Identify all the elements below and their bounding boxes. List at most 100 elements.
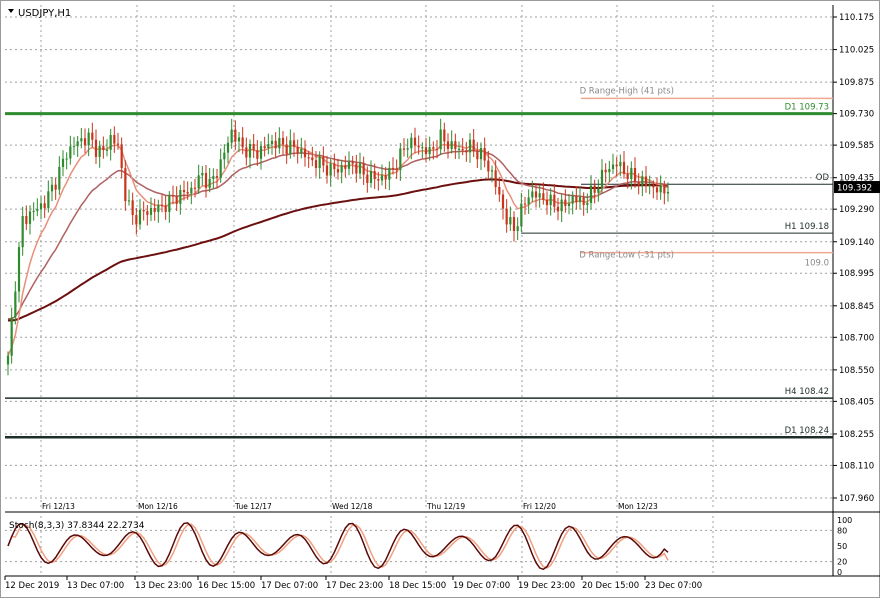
- candle-body: [230, 129, 233, 143]
- candle-body: [215, 176, 219, 178]
- level-label: D Range Low (-31 pts): [579, 251, 674, 261]
- candle-body: [190, 187, 193, 194]
- day-label: Wed 12/18: [332, 502, 373, 511]
- candle-body: [21, 215, 24, 248]
- x-tick-label: 19 Dec 07:00: [453, 581, 510, 591]
- candle-body: [413, 137, 417, 146]
- y-tick-label: 108.110: [839, 461, 874, 471]
- stoch-level-label: 100: [837, 516, 852, 525]
- candle-body: [421, 147, 424, 149]
- candle-body: [637, 182, 640, 186]
- candle-body: [219, 159, 222, 178]
- candle-body: [523, 203, 527, 205]
- candle-body: [285, 144, 288, 155]
- candle-body: [633, 167, 637, 183]
- candle-body: [292, 140, 296, 147]
- candle-body: [487, 160, 490, 172]
- candle-body: [193, 187, 197, 189]
- candle-body: [318, 156, 321, 169]
- day-label: Fri 12/20: [523, 502, 556, 511]
- candle-body: [388, 167, 391, 180]
- candle-body: [17, 247, 21, 292]
- y-tick-label: 108.405: [839, 397, 874, 407]
- candle-body: [201, 173, 204, 176]
- candle-body: [483, 147, 486, 161]
- level-label: H4 108.42: [785, 387, 829, 397]
- candle-body: [509, 217, 512, 225]
- level-label: H1 109.18: [785, 222, 829, 232]
- candle-body: [600, 169, 604, 189]
- candle-body: [43, 203, 46, 209]
- y-tick-label: 108.255: [839, 430, 874, 440]
- candle-body: [208, 178, 211, 188]
- candle-body: [498, 187, 501, 195]
- level-label: D Range High (41 pts): [580, 86, 674, 96]
- candle-body: [351, 161, 354, 164]
- candle-body: [263, 146, 266, 149]
- dropdown-triangle-icon[interactable]: [8, 9, 14, 13]
- symbol-title: USDJPY,H1: [18, 8, 71, 19]
- candle-body: [223, 152, 226, 160]
- candle-body: [234, 129, 237, 142]
- candle-body: [138, 209, 142, 225]
- candle-body: [597, 188, 600, 193]
- candle-body: [182, 189, 186, 192]
- symbol-title-group: USDJPY,H1: [8, 8, 71, 19]
- candle-body: [241, 137, 244, 148]
- y-tick-label: 109.730: [839, 110, 874, 120]
- candle-body: [553, 194, 556, 207]
- y-tick-label: 109.290: [839, 205, 874, 215]
- candle-body: [105, 149, 109, 151]
- candle-body: [344, 165, 347, 169]
- candle-body: [476, 151, 479, 160]
- candle-body: [663, 185, 666, 194]
- candle-body: [355, 163, 358, 174]
- candle-body: [582, 197, 585, 205]
- candle-body: [450, 141, 453, 149]
- candle-body: [468, 139, 472, 153]
- candle-body: [644, 176, 648, 187]
- current-price-label: 109.392: [837, 184, 872, 194]
- candle-body: [278, 137, 281, 149]
- candle-body: [120, 144, 123, 169]
- stoch-title: Stoch(8,3,3) 37.8344 22.2734: [9, 521, 145, 531]
- candle-body: [516, 226, 519, 231]
- candle-body: [98, 145, 101, 157]
- x-tick-label: 19 Dec 23:00: [518, 581, 575, 591]
- candle-body: [6, 355, 10, 365]
- candle-body: [160, 205, 164, 207]
- candle-body: [303, 148, 307, 158]
- candle-body: [534, 191, 538, 198]
- candle-body: [399, 148, 402, 171]
- candle-body: [153, 207, 156, 212]
- candle-body: [578, 197, 582, 203]
- x-tick-label: 23 Dec 07:00: [645, 581, 702, 591]
- candles: [6, 118, 670, 376]
- candle-body: [325, 165, 329, 176]
- candle-body: [197, 175, 200, 189]
- candle-body: [659, 185, 662, 193]
- candle-body: [641, 176, 644, 186]
- candle-body: [457, 148, 461, 150]
- candle-body: [28, 211, 32, 224]
- candle-body: [615, 164, 618, 167]
- y-tick-label: 109.585: [839, 141, 874, 151]
- candle-body: [490, 170, 494, 172]
- candle-body: [604, 169, 607, 173]
- candle-body: [560, 199, 563, 212]
- candle-body: [542, 193, 545, 200]
- candle-body: [124, 168, 127, 202]
- y-tick-label: 109.875: [839, 78, 874, 88]
- candle-body: [545, 199, 549, 206]
- stoch-level-label: 20: [837, 558, 847, 567]
- candle-body: [575, 196, 578, 203]
- candle-body: [116, 143, 120, 145]
- candle-body: [91, 132, 94, 140]
- candle-body: [549, 194, 552, 206]
- candle-body: [527, 197, 530, 205]
- candle-body: [329, 163, 332, 176]
- candle-body: [619, 161, 622, 167]
- candle-body: [259, 146, 263, 159]
